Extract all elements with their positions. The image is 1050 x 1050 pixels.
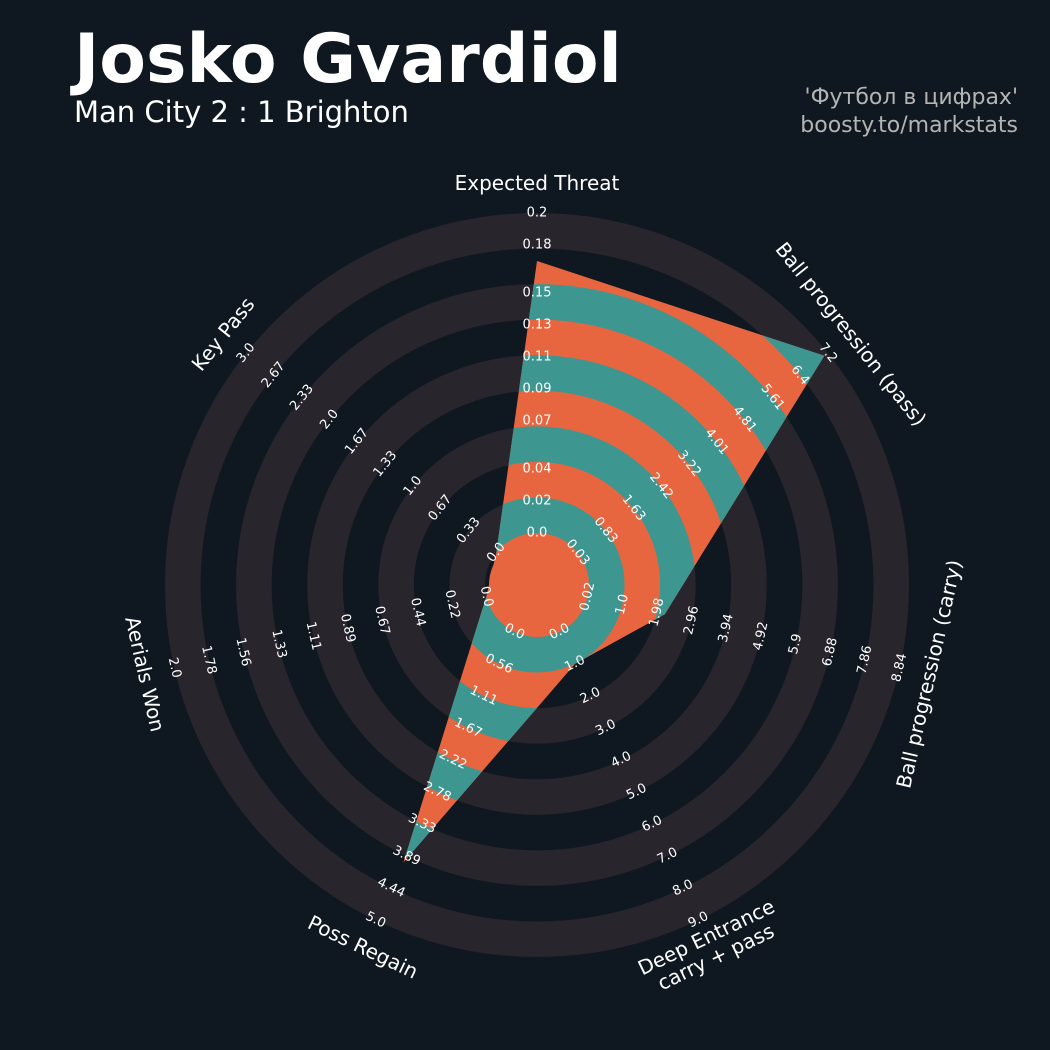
- tick-label: 1.98: [646, 597, 667, 629]
- tick-label: 0.07: [523, 414, 552, 429]
- ring: [164, 212, 910, 958]
- tick-label: 4.92: [750, 620, 771, 652]
- credit: boosty.to/markstats: [800, 113, 1018, 138]
- tick-label: 0.02: [577, 581, 598, 613]
- tick-label: 0.09: [523, 382, 552, 397]
- tick-label: 6.88: [820, 636, 841, 668]
- tick-label: 0.18: [523, 238, 552, 253]
- tick-label: 0.22: [441, 589, 462, 621]
- tick-label: 8.84: [889, 652, 910, 684]
- tick-label: 0.89: [337, 612, 358, 644]
- center-circle: [489, 537, 585, 633]
- tick-label: 1.33: [268, 628, 289, 660]
- tick-label: 0.02: [523, 494, 552, 509]
- subtitle: Man City 2 : 1 Brighton: [74, 95, 409, 129]
- axis-label: Expected Threat: [454, 171, 620, 195]
- tick-label: 1.11: [303, 620, 324, 652]
- tick-label: 7.86: [854, 644, 875, 676]
- tick-label: 1.78: [198, 644, 219, 676]
- tick-label: 0.04: [523, 462, 552, 477]
- tick-label: 5.9: [786, 632, 805, 656]
- tick-label: 0.2: [527, 206, 548, 221]
- chart-title: Josko Gvardiol: [70, 20, 622, 99]
- tick-label: 0.11: [523, 350, 552, 365]
- credit: 'Футбол в цифрах': [805, 85, 1018, 110]
- tick-label: 0.15: [523, 286, 552, 301]
- tick-label: 1.56: [232, 636, 253, 668]
- tick-label: 1.0: [613, 593, 632, 617]
- tick-label: 0.44: [407, 596, 428, 628]
- tick-label: 0.13: [523, 318, 552, 333]
- tick-label: 0.0: [527, 526, 548, 541]
- tick-label: 2.0: [165, 656, 184, 680]
- tick-label: 3.94: [716, 612, 737, 644]
- tick-label: 0.0: [477, 585, 496, 609]
- tick-label: 2.96: [681, 605, 702, 637]
- tick-label: 0.67: [371, 605, 392, 637]
